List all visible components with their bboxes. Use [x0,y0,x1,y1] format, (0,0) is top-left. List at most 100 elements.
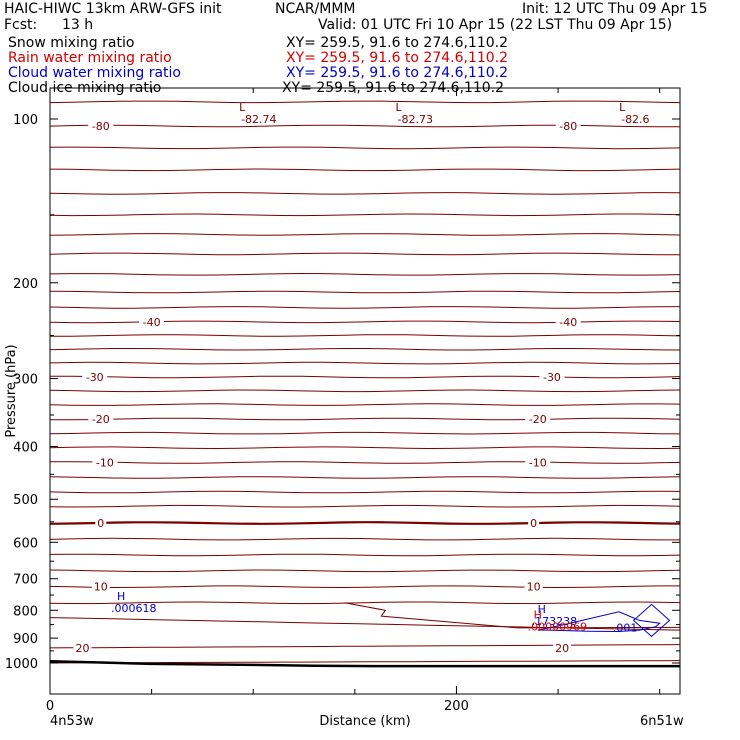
isotherm-line [49,490,681,494]
fcst-label: Fcst: [4,17,38,33]
minimum-symbol: L [239,101,246,114]
isotherm-label-bg [525,411,551,425]
isotherm-label-bg [82,369,108,383]
isotherm-line [49,348,681,351]
field-snow-xy: XY= 259.5, 91.6 to 274.6,110.2 [286,35,509,51]
isotherm-label: 20 [555,642,569,655]
maximum-symbol: H [534,609,542,622]
maximum-value: .001 [613,621,638,634]
field-cloudwater-xy: XY= 259.5, 91.6 to 274.6,110.2 [286,65,509,81]
minimum-symbol: L [619,101,626,114]
field-rain-xy: XY= 259.5, 91.6 to 274.6,110.2 [286,50,509,66]
isotherm-label: 10 [94,581,108,594]
isotherm-line [49,168,681,172]
fcst-value: 13 h [62,17,94,33]
maximum-symbol: H [538,603,546,616]
isotherm-label-bg [553,640,572,654]
minimum-value: -82.74 [241,113,276,126]
isotherm-line [49,252,680,256]
isotherm-line [49,124,681,128]
isotherm-line [49,272,681,276]
maximum-value: .173238 [532,615,578,628]
isotherm-label-bg [88,411,114,425]
x-left-location: 4n53w [50,714,94,729]
isotherm-label: -10 [96,457,114,470]
isotherm-label: 0 [530,517,537,530]
isotherm-line [49,417,681,421]
isotherm-line [49,537,680,541]
isotherm-line [49,504,681,508]
y-tick-label: 500 [13,493,38,508]
model-title: HAIC-HIWC 13km ARW-GFS init [4,1,222,17]
minimum-symbol: L [396,101,403,114]
isotherm-line [344,602,681,629]
isotherm-line [49,644,681,649]
field-snow-name: Snow mixing ratio [8,35,135,51]
isotherm-label-bg [555,314,581,328]
isotherm-label: -30 [86,371,104,384]
y-tick-label: 700 [13,573,38,588]
isotherm-line [50,375,681,379]
isotherm-line [49,553,681,557]
chart-labels: -80 -80 -40 -40 -30 -30 -20 -20 -10 -10 0 0 10 10 20 20… [73,101,655,655]
x-tick-label: 0 [46,699,54,714]
isotherm-label-bg [92,455,118,469]
isotherm-line [49,389,681,393]
isotherm-label-bg [555,118,581,132]
isotherm-line [49,100,681,104]
chart-features [49,603,680,668]
y-axis-label: Pressure (hPa) [4,344,19,437]
isotherm-line [49,476,681,479]
isotherm-label-bg [91,579,110,593]
isotherm-label: 0 [97,517,104,530]
y-tick-label: 400 [13,441,38,456]
isotherm-label-bg [88,118,114,132]
y-tick-label: 200 [13,277,38,292]
isotherm-label-bg [73,640,92,654]
org-label: NCAR/MMM [275,1,356,17]
isotherm-line [49,306,681,309]
isotherm-line [49,290,681,294]
plot-frame [49,87,681,695]
isotherm-line [49,233,681,236]
isotherm-label: -10 [529,457,547,470]
maximum-value: .000618 [111,602,157,615]
maximum-value: .00000969 [528,621,588,634]
field-rain-name: Rain water mixing ratio [8,50,172,66]
isotherm-line [49,601,681,605]
field-cloudwater-name: Cloud water mixing ratio [8,65,181,81]
cloud-water-max-contour [632,603,671,638]
y-tick-label: 800 [13,604,38,619]
isotherm-line [49,521,681,525]
surface-pressure-line [49,660,680,668]
isotherm-line [49,446,681,450]
isotherm-line [49,660,681,664]
isotherm-label: -80 [559,120,577,133]
isotherm-line [49,403,681,406]
minimum-value-bg [239,112,282,125]
isotherm-label-bg [95,516,107,530]
isotherm-line [49,192,681,195]
x-right-location: 6n51w [640,714,684,729]
isotherm-label: -20 [92,413,110,426]
isotherm-line [49,146,681,150]
isotherm-label: -20 [529,413,547,426]
y-tick-label: 1000 [5,657,38,672]
isotherm-label-bg [528,516,540,530]
isotherm-line [49,585,680,589]
minimum-value-bg [619,112,655,125]
isotherm-line [49,461,681,464]
isotherm-line [49,431,681,435]
isotherm-line [49,361,681,365]
y-tick-label: 600 [13,536,38,551]
valid-time: Valid: 01 UTC Fri 10 Apr 15 (22 LST Thu … [318,17,673,33]
isotherm-label: -80 [92,120,110,133]
isotherm-label: 10 [527,581,541,594]
x-tick-label: 200 [444,699,469,714]
isotherm-line [49,334,681,337]
y-tick-label: 900 [13,632,38,647]
isotherm-lines [49,100,681,664]
isotherm-label-bg [524,579,543,593]
